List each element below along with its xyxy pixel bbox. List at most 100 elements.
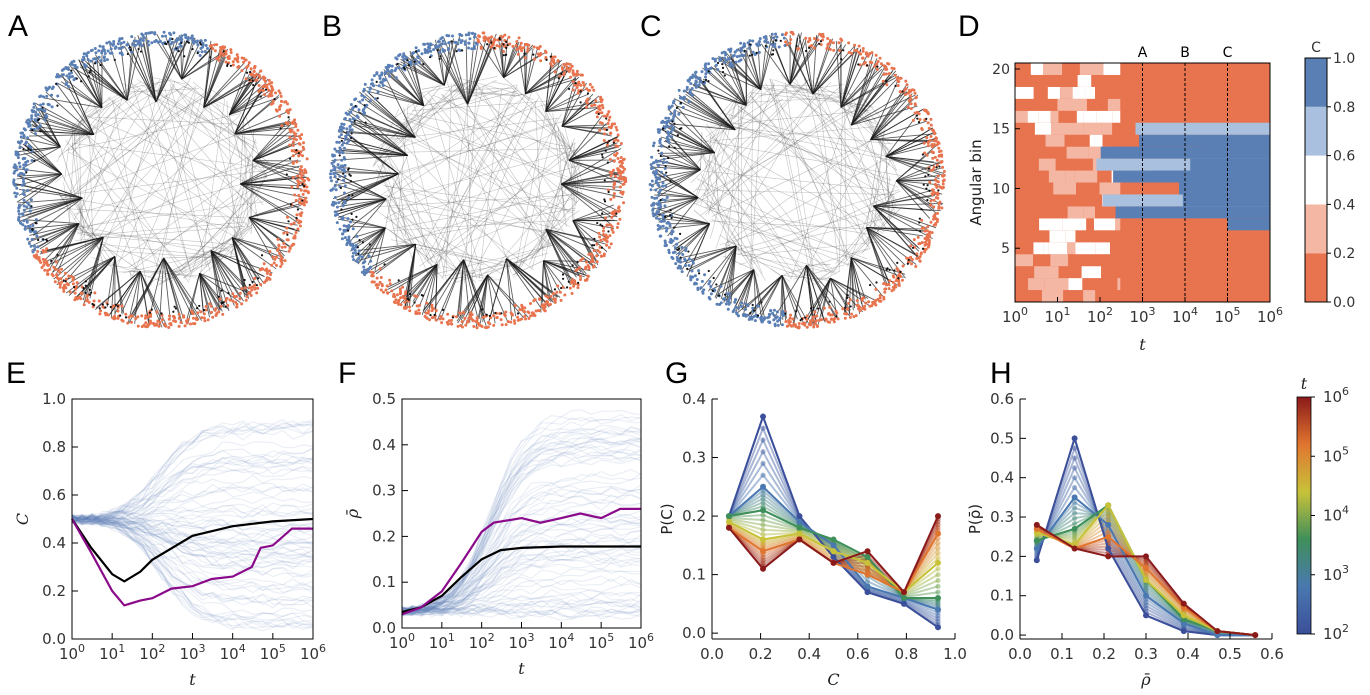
network-edge [343, 119, 416, 138]
network-node [657, 217, 661, 221]
network-node [897, 272, 901, 276]
heatmap-cell [1067, 206, 1084, 219]
network-edge [781, 275, 798, 320]
network-edge [374, 227, 386, 272]
network-edge [659, 152, 715, 154]
network-node [734, 305, 738, 309]
network-node [162, 30, 166, 34]
network-node [341, 203, 345, 207]
network-node [301, 154, 305, 158]
network-node [32, 244, 36, 248]
network-edge [66, 129, 75, 146]
network-node [111, 43, 115, 47]
network-edge [885, 155, 941, 165]
network-edge [506, 258, 552, 303]
network-edge [839, 92, 882, 221]
network-edge [751, 80, 763, 265]
network-node [13, 169, 17, 173]
network-node [475, 316, 479, 320]
network-node [287, 220, 290, 223]
network-node [278, 114, 282, 118]
network-node [577, 80, 581, 84]
ensemble-trajectory [71, 418, 314, 524]
network-edge [28, 134, 94, 137]
network-edge [545, 111, 573, 168]
network-edge [334, 198, 387, 216]
network-edge [411, 264, 438, 308]
network-node [109, 47, 113, 51]
network-node [333, 184, 337, 188]
network-node [782, 36, 786, 40]
network-node [789, 30, 793, 34]
network-node [456, 324, 460, 328]
network-node [381, 83, 385, 87]
network-node [775, 315, 779, 319]
heatmap-cell [1028, 278, 1045, 291]
network-node [606, 112, 610, 116]
y-tick-label: 5 [1001, 241, 1010, 257]
network-node [219, 304, 223, 308]
network-node [189, 322, 193, 326]
network-node [659, 198, 662, 202]
network-node [916, 235, 920, 239]
network-node [337, 178, 340, 181]
network-edge [463, 77, 478, 284]
network-node [33, 132, 37, 136]
network-node [934, 178, 938, 182]
network-node [60, 280, 64, 284]
network-node [500, 323, 504, 327]
network-node [526, 47, 530, 51]
network-node [773, 42, 777, 46]
network-node [703, 63, 707, 67]
network-edge [653, 169, 701, 191]
network-node [671, 239, 675, 243]
network-node [897, 278, 901, 282]
network-node [938, 165, 941, 168]
network-node [855, 299, 859, 303]
network-node [350, 132, 353, 135]
network-node [343, 163, 347, 167]
network-node [716, 68, 720, 72]
ensemble-trajectory [71, 485, 314, 521]
network-node [368, 87, 372, 91]
network-node [567, 70, 571, 74]
network-node [361, 109, 365, 113]
ensemble-trajectory [71, 516, 314, 609]
network-node [942, 178, 946, 182]
heatmap-cell [1097, 170, 1112, 183]
network-node [618, 177, 622, 181]
network-node [64, 83, 68, 87]
ensemble-trajectory [71, 518, 314, 621]
network-edge [210, 250, 244, 302]
network-edge [203, 107, 269, 164]
network-node [939, 149, 943, 153]
network-edge [395, 79, 497, 127]
network-node [694, 79, 698, 83]
network-node [198, 53, 202, 57]
network-node [45, 247, 49, 251]
network-node [137, 47, 140, 51]
network-node [788, 316, 792, 320]
network-node [624, 176, 628, 180]
ensemble-trajectory [401, 583, 642, 616]
network-node [295, 213, 299, 217]
network-node [610, 124, 614, 128]
network-node [140, 314, 144, 318]
network-node [682, 97, 686, 101]
network-edge [773, 79, 869, 113]
network-edge [815, 84, 849, 100]
network-node [447, 41, 451, 45]
network-node [563, 293, 567, 297]
heatmap-cell [1050, 110, 1059, 123]
network-node [598, 245, 602, 249]
network-edge [810, 79, 895, 155]
network-node [268, 250, 272, 254]
heatmap-cell [1038, 170, 1049, 183]
network-edge [557, 127, 565, 220]
network-node [84, 284, 87, 287]
y-axis-label: C [13, 513, 32, 525]
network-edge [769, 78, 812, 281]
network-node [592, 264, 596, 268]
network-node [447, 47, 451, 51]
network-edge [240, 177, 302, 185]
